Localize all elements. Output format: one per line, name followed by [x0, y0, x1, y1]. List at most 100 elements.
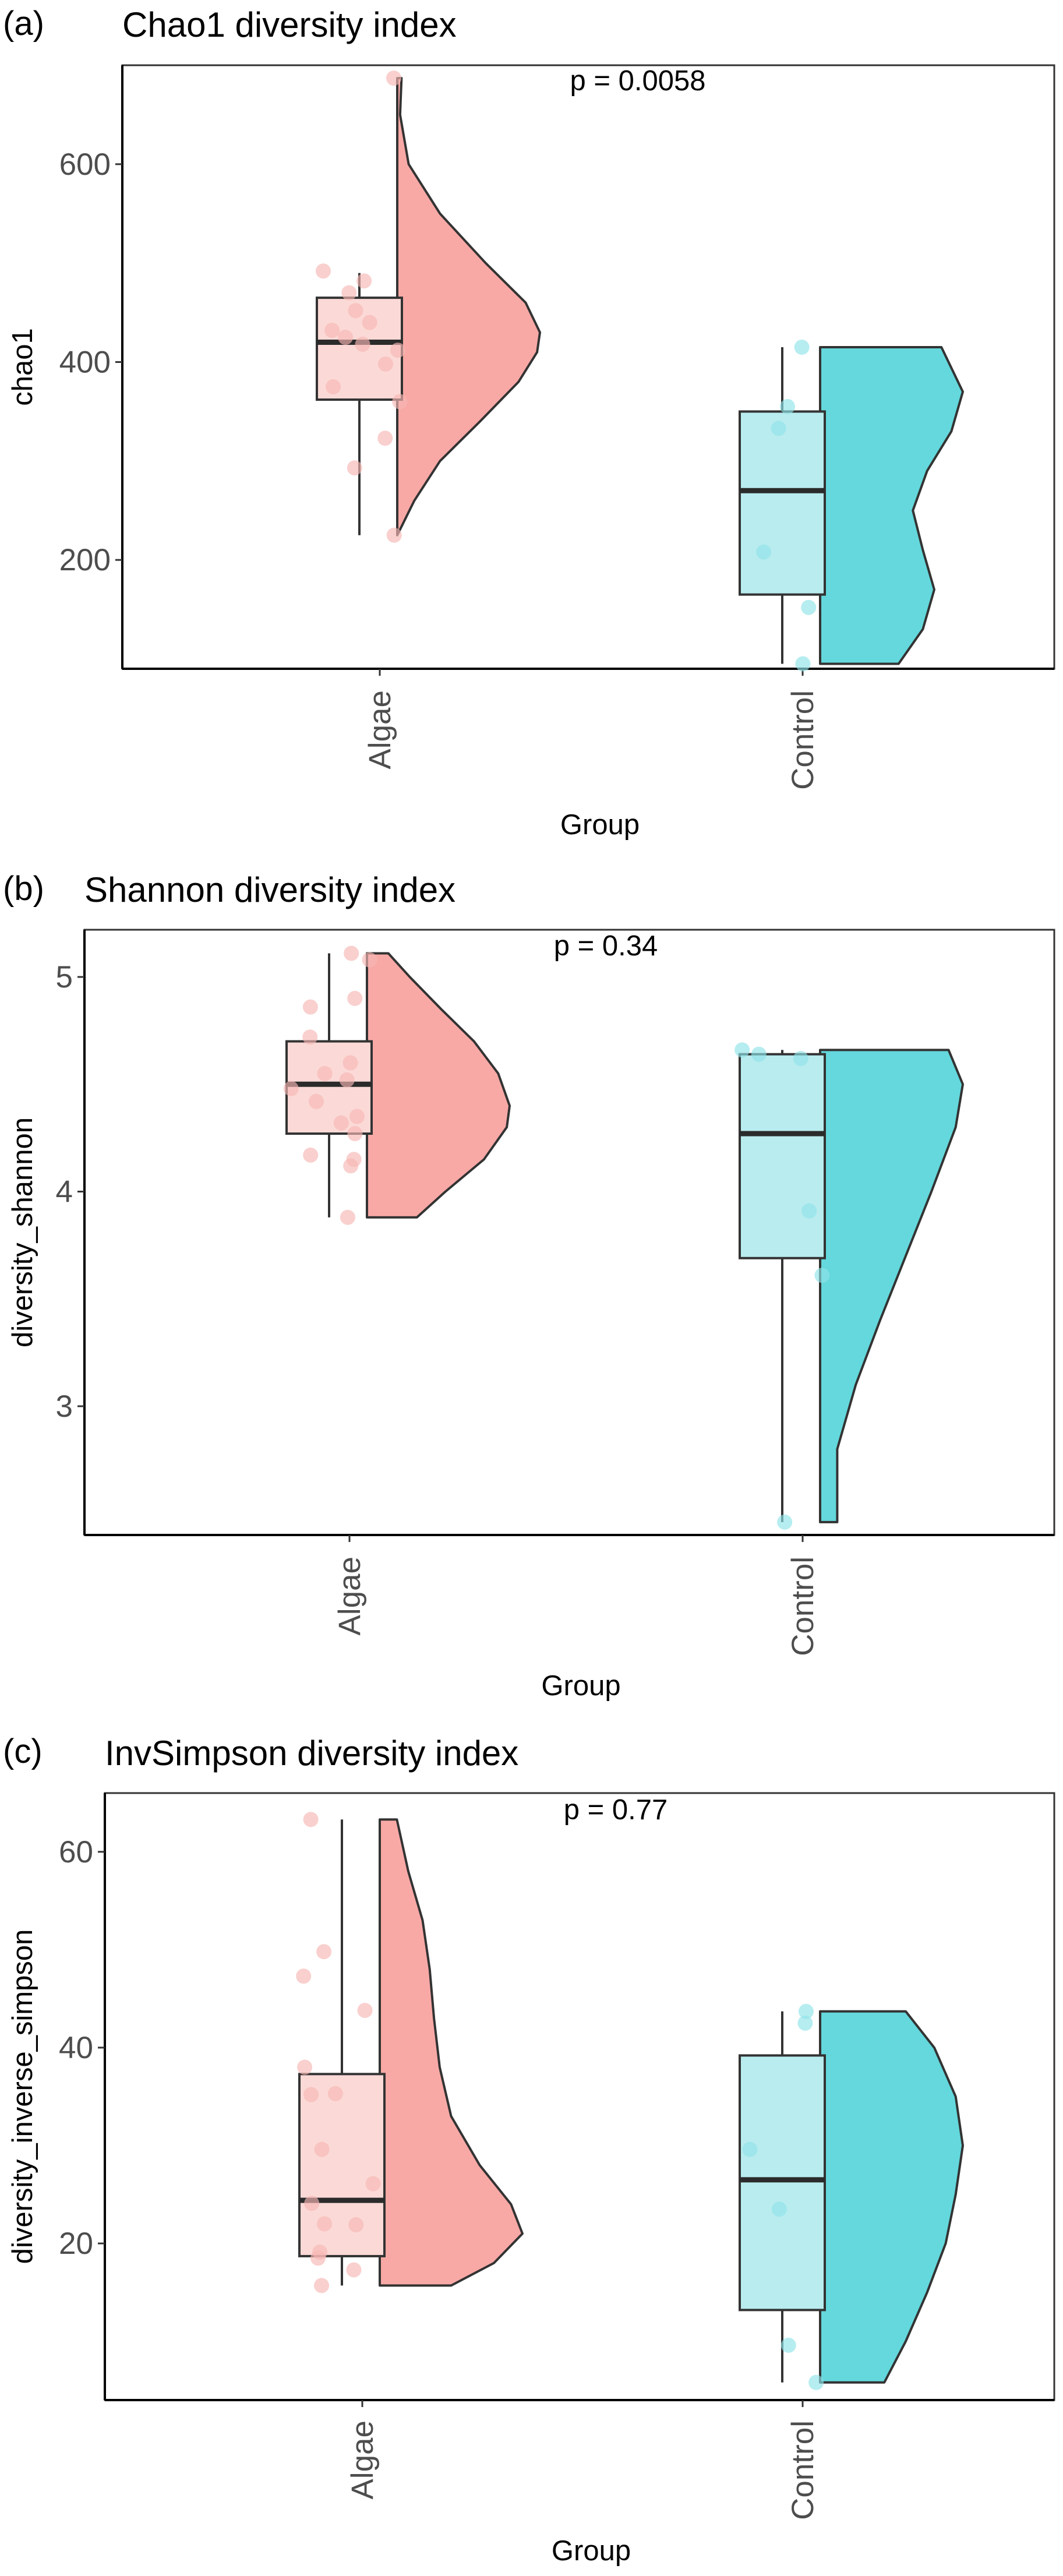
- x-tick-label: Algae: [363, 690, 397, 770]
- data-point: [339, 1072, 355, 1088]
- y-axis-title: diversity_inverse_simpson: [7, 1929, 38, 2264]
- data-point: [771, 421, 786, 436]
- data-point: [314, 2278, 330, 2293]
- violin-cloud: [819, 1049, 964, 1523]
- data-point: [793, 1051, 808, 1067]
- data-point: [348, 2217, 364, 2233]
- data-point: [794, 340, 810, 355]
- data-point: [338, 330, 354, 345]
- data-point: [324, 323, 340, 338]
- panel-label: (a): [3, 5, 44, 43]
- panel-label: (c): [3, 1732, 43, 1770]
- data-point: [357, 2003, 373, 2019]
- x-axis-title: Group: [560, 809, 640, 841]
- data-point: [377, 430, 393, 446]
- series-algae: [316, 70, 541, 543]
- data-point: [341, 285, 357, 301]
- data-point: [362, 952, 377, 968]
- data-point: [392, 394, 408, 410]
- panel-title: InvSimpson diversity index: [105, 1734, 518, 1773]
- data-point: [302, 999, 318, 1015]
- y-tick-label: 400: [59, 345, 111, 380]
- data-point: [283, 1081, 299, 1096]
- series-control: [734, 1042, 964, 1530]
- violin-cloud: [379, 1818, 524, 2287]
- data-point: [798, 2003, 814, 2019]
- y-tick-label: 5: [56, 960, 73, 994]
- y-tick-label: 60: [59, 1835, 93, 1869]
- data-point: [742, 2141, 758, 2157]
- data-point: [347, 1126, 363, 1142]
- violin-cloud: [366, 952, 511, 1219]
- x-tick-label: Control: [786, 690, 820, 790]
- data-point: [304, 2196, 320, 2211]
- y-tick-label: 200: [59, 543, 111, 577]
- violin-cloud: [396, 77, 541, 537]
- data-point: [386, 527, 402, 543]
- data-point: [797, 2015, 813, 2031]
- y-axis-title: chao1: [7, 328, 38, 406]
- data-point: [342, 1055, 358, 1071]
- data-point: [310, 2250, 326, 2266]
- data-point: [316, 263, 331, 279]
- data-point: [344, 945, 359, 961]
- data-point: [349, 1109, 365, 1124]
- x-tick-label: Algae: [345, 2420, 380, 2500]
- data-point: [365, 2176, 381, 2192]
- data-point: [390, 343, 406, 358]
- data-point: [771, 2201, 787, 2217]
- series-algae: [283, 945, 511, 1225]
- x-axis-title: Group: [552, 2535, 631, 2567]
- data-point: [297, 2059, 313, 2075]
- data-point: [355, 336, 370, 352]
- chart-panel-1: (a) Chao1 diversity index p = 0.0058 200 400…: [3, 5, 1055, 841]
- data-point: [780, 398, 796, 414]
- data-point: [314, 2141, 330, 2157]
- y-tick-label: 4: [56, 1174, 73, 1209]
- data-point: [377, 356, 393, 372]
- series-control: [739, 2003, 964, 2390]
- data-point: [795, 656, 811, 672]
- x-tick-label: Control: [786, 1557, 820, 1656]
- y-tick-label: 40: [59, 2031, 93, 2065]
- box: [298, 2073, 386, 2257]
- violin-cloud: [819, 2010, 964, 2384]
- data-point: [777, 1514, 793, 1530]
- p-value-label: p = 0.0058: [570, 65, 706, 97]
- box: [739, 1053, 826, 1259]
- box: [285, 1040, 373, 1135]
- violin-cloud: [819, 346, 964, 665]
- data-point: [781, 2337, 796, 2353]
- data-point: [347, 990, 363, 1006]
- series-control: [739, 340, 964, 672]
- data-point: [801, 1203, 817, 1219]
- p-value-label: p = 0.77: [564, 1794, 668, 1826]
- x-axis-title: Group: [541, 1670, 620, 1702]
- data-point: [308, 1093, 324, 1109]
- data-point: [343, 1158, 359, 1174]
- box: [739, 410, 826, 596]
- data-point: [316, 1944, 332, 1960]
- data-point: [303, 1812, 319, 1827]
- data-point: [303, 1147, 319, 1163]
- data-point: [346, 2262, 362, 2278]
- data-point: [808, 2374, 824, 2390]
- data-point: [756, 544, 772, 560]
- y-tick-label: 20: [59, 2226, 93, 2261]
- x-tick-label: Control: [786, 2420, 820, 2520]
- data-point: [317, 2216, 333, 2232]
- data-point: [296, 1968, 312, 1984]
- chart-panel-3: (c) InvSimpson diversity index p = 0.77 20 4…: [3, 1732, 1055, 2567]
- chart-panel-2: (b) Shannon diversity index p = 0.34 3 4 5 div…: [3, 870, 1055, 1702]
- data-point: [362, 315, 377, 330]
- series-algae: [296, 1812, 524, 2293]
- data-point: [347, 460, 362, 476]
- data-point: [326, 379, 341, 394]
- p-value-label: p = 0.34: [554, 930, 658, 962]
- panel-title: Shannon diversity index: [84, 870, 455, 909]
- data-point: [302, 1029, 318, 1045]
- data-point: [327, 2085, 343, 2101]
- data-point: [348, 303, 363, 319]
- data-point: [386, 70, 402, 86]
